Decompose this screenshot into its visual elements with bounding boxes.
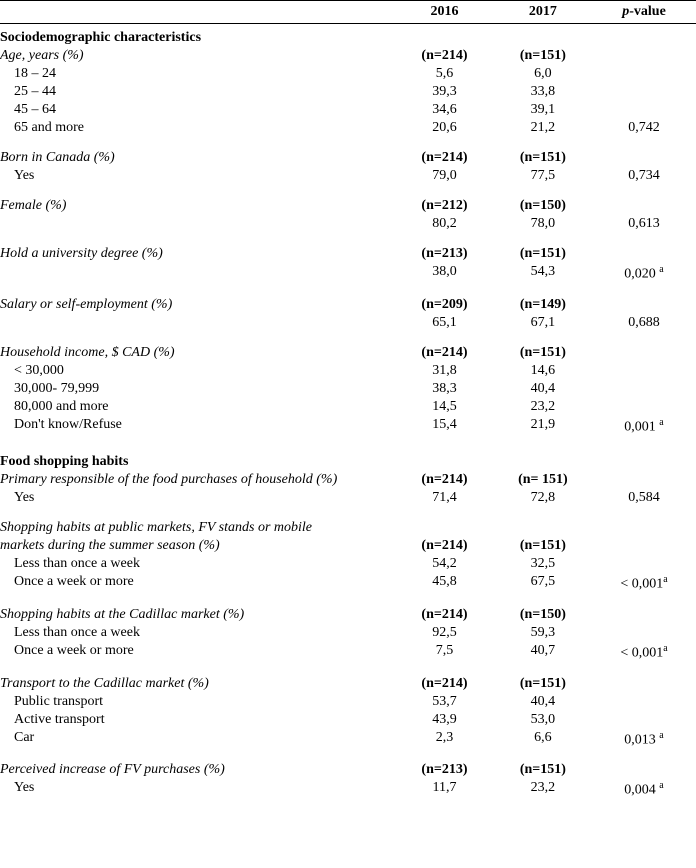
row-transport-header: Transport to the Cadillac market (%)(n=2… [0, 675, 696, 693]
row-shop-cadillac-once: Once a week or more7,540,7< 0,001a [0, 642, 696, 663]
col-pvalue: p-value [592, 1, 696, 24]
row-shop-public-once: Once a week or more45,867,5< 0,001a [0, 573, 696, 594]
row-perceived-yes: Yes11,723,20,004 a [0, 779, 696, 800]
row-primary-header: Primary responsible of the food purchase… [0, 471, 696, 489]
row-age-25-44: 25 – 4439,333,8 [0, 83, 696, 101]
section-food-shopping: Food shopping habits [0, 448, 696, 471]
row-born-yes: Yes79,077,50,734 [0, 167, 696, 185]
row-transport-active: Active transport43,953,0 [0, 711, 696, 729]
row-income-80: 80,000 and more14,523,2 [0, 398, 696, 416]
row-transport-public: Public transport53,740,4 [0, 693, 696, 711]
row-degree-val: 38,054,30,020 a [0, 263, 696, 284]
section-sociodemographic: Sociodemographic characteristics [0, 24, 696, 48]
row-primary-yes: Yes71,472,80,584 [0, 489, 696, 507]
row-age-header: Age, years (%) (n=214) (n=151) [0, 47, 696, 65]
row-degree-header: Hold a university degree (%)(n=213)(n=15… [0, 245, 696, 263]
col-2017: 2017 [494, 1, 592, 24]
row-income-30-79: 30,000- 79,99938,340,4 [0, 380, 696, 398]
table-header-row: 2016 2017 p-value [0, 1, 696, 24]
row-age-45-64: 45 – 6434,639,1 [0, 101, 696, 119]
row-salary-header: Salary or self-employment (%)(n=209)(n=1… [0, 296, 696, 314]
row-income-dk: Don't know/Refuse15,421,90,001 a [0, 416, 696, 437]
row-income-header: Household income, $ CAD (%)(n=214)(n=151… [0, 344, 696, 362]
row-shop-public-header-l2: markets during the summer season (%)(n=2… [0, 537, 696, 555]
row-age-65: 65 and more20,621,20,742 [0, 119, 696, 137]
row-shop-public-header-l1: Shopping habits at public markets, FV st… [0, 519, 696, 537]
row-shop-public-less: Less than once a week54,232,5 [0, 555, 696, 573]
row-shop-cadillac-header: Shopping habits at the Cadillac market (… [0, 606, 696, 624]
row-perceived-header: Perceived increase of FV purchases (%)(n… [0, 761, 696, 779]
data-table: 2016 2017 p-value Sociodemographic chara… [0, 0, 696, 800]
row-female-val: 80,278,00,613 [0, 215, 696, 233]
row-income-lt30: < 30,00031,814,6 [0, 362, 696, 380]
row-shop-cadillac-less: Less than once a week92,559,3 [0, 624, 696, 642]
col-2016: 2016 [395, 1, 493, 24]
row-female-header: Female (%)(n=212)(n=150) [0, 197, 696, 215]
row-salary-val: 65,167,10,688 [0, 314, 696, 332]
row-born-header: Born in Canada (%)(n=214)(n=151) [0, 149, 696, 167]
row-transport-car: Car2,36,60,013 a [0, 729, 696, 750]
row-age-18-24: 18 – 245,66,0 [0, 65, 696, 83]
